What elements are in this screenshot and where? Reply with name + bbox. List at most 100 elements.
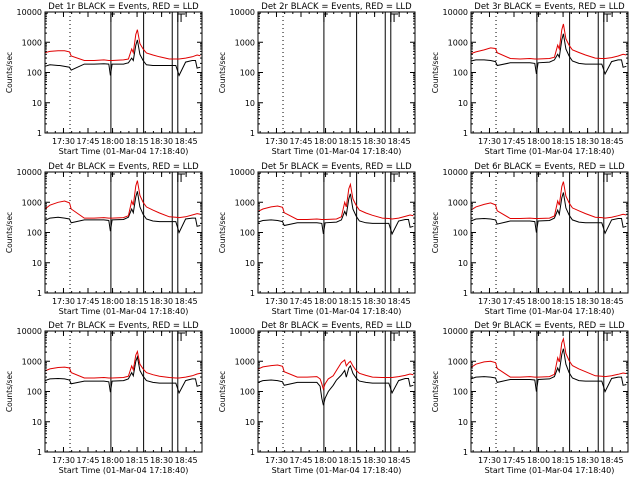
y-axis-label: Counts/sec — [431, 52, 440, 93]
plot-frame — [470, 330, 629, 453]
panel-title: Det 6r BLACK = Events, RED = LLD — [474, 162, 625, 172]
x-tick-label: 18:15 — [552, 456, 575, 465]
y-tick-label: 1000 — [22, 38, 42, 47]
x-tick-label: 17:45 — [76, 297, 99, 306]
x-tick-label: 18:00 — [101, 456, 124, 465]
y-tick-label: 1 — [463, 289, 468, 298]
y-tick-label: 10000 — [17, 8, 42, 17]
y-tick-label: 10000 — [17, 168, 42, 177]
x-tick-label: 17:30 — [52, 297, 75, 306]
series-line-events — [44, 354, 201, 395]
y-tick-label: 1 — [37, 129, 42, 138]
x-tick-label: 18:00 — [527, 297, 550, 306]
x-tick-label: 17:30 — [265, 137, 288, 146]
x-tick-label: 18:30 — [363, 297, 386, 306]
series-line-lld — [44, 349, 201, 379]
y-tick-label: 1 — [463, 129, 468, 138]
y-tick-label: 10000 — [443, 8, 468, 17]
x-axis-label: Start Time (01-Mar-04 17:18:40) — [485, 466, 615, 475]
panel-title: Det 4r BLACK = Events, RED = LLD — [48, 162, 199, 172]
x-tick-label: 18:30 — [363, 456, 386, 465]
plot-frame — [257, 11, 416, 134]
attenuator-marker — [606, 173, 612, 182]
x-tick-label: 17:30 — [478, 297, 501, 306]
series-line-events — [470, 33, 627, 76]
x-tick-label: 17:30 — [478, 137, 501, 146]
series-line-lld — [44, 29, 201, 61]
y-tick-label: 100 — [453, 388, 468, 397]
x-tick-label: 18:45 — [388, 297, 411, 306]
x-tick-label: 18:00 — [527, 137, 550, 146]
x-tick-label: 18:00 — [314, 297, 337, 306]
x-tick-label: 17:30 — [265, 297, 288, 306]
y-tick-label: 1 — [250, 448, 255, 457]
attenuator-marker — [536, 13, 541, 22]
x-axis-label: Start Time (01-Mar-04 17:18:40) — [272, 147, 402, 156]
y-tick-label: 1 — [250, 289, 255, 298]
panel-9: Det 9r BLACK = Events, RED = LLD 1 10 100 10… — [431, 321, 629, 475]
x-tick-label: 17:30 — [265, 456, 288, 465]
series-line-lld — [470, 181, 627, 219]
x-axis-label: Start Time (01-Mar-04 17:18:40) — [272, 466, 402, 475]
attenuator-marker — [323, 173, 328, 182]
y-axis-label: Counts/sec — [218, 52, 227, 93]
y-tick-label: 1000 — [22, 198, 42, 207]
y-tick-label: 10000 — [443, 168, 468, 177]
x-tick-label: 18:30 — [576, 297, 599, 306]
attenuator-marker — [606, 332, 612, 341]
x-axis-label: Start Time (01-Mar-04 17:18:40) — [59, 307, 189, 316]
panel-title: Det 9r BLACK = Events, RED = LLD — [474, 321, 625, 331]
attenuator-marker — [606, 13, 612, 22]
y-tick-label: 10000 — [230, 168, 255, 177]
y-axis-label: Counts/sec — [5, 52, 14, 93]
panel-3: Det 3r BLACK = Events, RED = LLD 1 10 100 10… — [431, 2, 629, 156]
x-tick-label: 18:30 — [576, 137, 599, 146]
attenuator-marker — [536, 332, 541, 341]
y-tick-label: 1000 — [448, 198, 468, 207]
series-line-events — [257, 193, 414, 236]
panel-6: Det 6r BLACK = Events, RED = LLD 1 10 100 10… — [431, 162, 629, 316]
attenuator-marker — [180, 173, 186, 182]
x-tick-label: 18:30 — [150, 456, 173, 465]
y-tick-label: 10 — [32, 259, 42, 268]
x-tick-label: 18:15 — [339, 456, 362, 465]
x-tick-label: 17:45 — [76, 137, 99, 146]
y-tick-label: 10 — [32, 418, 42, 427]
x-tick-label: 18:00 — [314, 137, 337, 146]
x-tick-label: 18:45 — [601, 456, 624, 465]
panel-1: Det 1r BLACK = Events, RED = LLD 1 10 100 10… — [5, 2, 203, 156]
panel-8: Det 8r BLACK = Events, RED = LLD 1 10 100 10… — [218, 321, 416, 475]
y-tick-label: 1 — [37, 448, 42, 457]
y-tick-label: 10000 — [443, 327, 468, 336]
series-line-lld — [257, 182, 414, 220]
attenuator-marker — [536, 173, 541, 182]
series-line-events — [44, 39, 201, 77]
attenuator-marker — [180, 13, 186, 22]
x-tick-label: 18:15 — [339, 297, 362, 306]
panel-2: Det 2r BLACK = Events, RED = LLD 1 10 100 10… — [218, 2, 416, 156]
x-tick-label: 18:00 — [527, 456, 550, 465]
x-tick-label: 18:45 — [175, 137, 198, 146]
y-axis-label: Counts/sec — [5, 212, 14, 253]
plot-frame — [44, 171, 203, 294]
panel-title: Det 2r BLACK = Events, RED = LLD — [261, 2, 412, 12]
series-line-lld — [470, 337, 627, 378]
y-tick-label: 1 — [463, 448, 468, 457]
attenuator-marker — [323, 13, 328, 22]
x-tick-label: 18:00 — [101, 297, 124, 306]
attenuator-marker — [110, 332, 115, 341]
x-tick-label: 18:15 — [126, 297, 149, 306]
x-tick-label: 17:45 — [289, 137, 312, 146]
y-tick-label: 1 — [37, 289, 42, 298]
y-tick-label: 100 — [240, 388, 255, 397]
y-tick-label: 100 — [240, 229, 255, 238]
y-tick-label: 100 — [453, 69, 468, 78]
attenuator-marker — [393, 332, 399, 341]
x-tick-label: 18:15 — [552, 137, 575, 146]
x-axis-label: Start Time (01-Mar-04 17:18:40) — [59, 147, 189, 156]
y-tick-label: 10 — [458, 418, 468, 427]
y-tick-label: 1000 — [235, 198, 255, 207]
series-line-lld — [470, 23, 627, 60]
x-tick-label: 18:45 — [601, 297, 624, 306]
